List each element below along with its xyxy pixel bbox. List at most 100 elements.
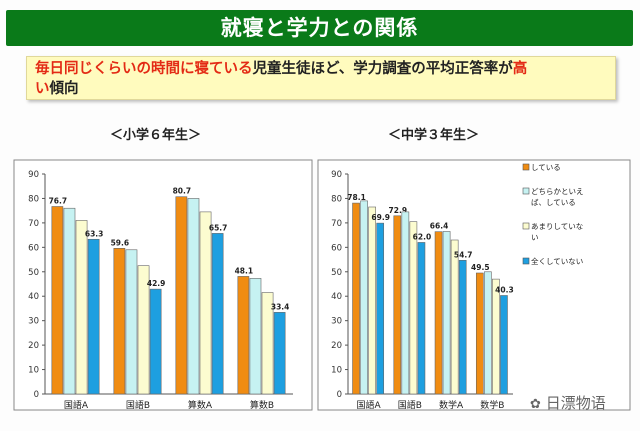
statement-black-2: 傾向 [49, 81, 79, 97]
jh-bar [417, 242, 426, 395]
el-ytick-label: 80 [28, 194, 39, 204]
el-bar [113, 248, 126, 395]
jh-bar [376, 222, 385, 395]
el-bar [137, 265, 150, 395]
jh-bar [393, 215, 402, 395]
legend-label: あまりしていな [531, 222, 583, 231]
el-ytick-label: 60 [28, 243, 39, 253]
el-data-label: 48.1 [235, 266, 254, 275]
jh-ytick-label: 30 [331, 317, 342, 327]
el-data-label: 33.4 [271, 302, 290, 311]
el-data-label: 76.7 [49, 197, 68, 206]
statement-black-1: 児童生徒ほど、学力調査の平均正答率が [252, 61, 513, 77]
chart-junior: 0 10 20 30 40 50 60 70 80 90 国語A 78.1 69.9 国語B 72.9 62.… [317, 159, 631, 411]
jh-bar [450, 239, 459, 395]
jh-ytick-label: 50 [331, 268, 342, 278]
jh-bar [475, 272, 484, 395]
el-ytick-label: 20 [28, 341, 39, 351]
el-category-label: 国語A [64, 399, 89, 411]
el-category-label: 算数B [250, 399, 274, 411]
watermark-icon: ✿ [530, 397, 541, 412]
jh-bar [492, 278, 500, 395]
chart-elementary: 0 10 20 30 40 50 60 70 80 90 国語A 76.7 63.3 国語B 59.6 42.… [13, 159, 313, 411]
jh-category-label: 国語B [398, 399, 422, 411]
el-ytick-label: 30 [28, 317, 39, 327]
jh-data-label: 40.3 [495, 285, 514, 294]
el-bar [211, 233, 224, 395]
jh-ytick-label: 20 [331, 341, 342, 351]
legend-label: どちらかといえ [531, 187, 584, 196]
statement-red-2: 高 [512, 61, 528, 77]
jh-ytick-label: 60 [331, 243, 342, 253]
el-ytick-label: 90 [28, 170, 39, 180]
el-bar [125, 249, 138, 395]
el-bar [149, 288, 162, 395]
legend-swatch [522, 163, 530, 171]
junior-chart-title: ＜中学３年生＞ [388, 128, 480, 143]
legend-label: 全くしていない [531, 256, 583, 266]
jh-bar [500, 295, 508, 395]
legend-swatch [522, 187, 530, 195]
elementary-chart-title: ＜小学６年生＞ [110, 128, 202, 143]
el-ytick-label: 50 [28, 268, 39, 278]
watermark: ✿ 日漂物语 [530, 392, 606, 413]
el-category-label: 算数A [188, 399, 213, 411]
legend-swatch [522, 257, 530, 265]
statement-box: 毎日同じくらいの時間に寝ている児童生徒ほど、学力調査の平均正答率が高 い傾向 [26, 56, 616, 100]
el-category-label: 国語B [126, 399, 150, 411]
jh-data-label: 78.1 [347, 193, 366, 202]
jh-ytick-label: 0 [337, 390, 342, 400]
el-bar [175, 196, 188, 395]
el-data-label: 42.9 [147, 279, 166, 288]
jh-bar [360, 200, 368, 395]
banner-title: 就寝と学力との関係 [6, 10, 633, 46]
jh-bar [409, 221, 418, 395]
jh-bar [434, 231, 443, 395]
jh-data-label: 72.9 [389, 206, 408, 215]
jh-bar [458, 259, 467, 395]
statement-red-1: 毎日同じくらいの時間に寝ている [35, 61, 253, 77]
jh-data-label: 54.7 [454, 250, 473, 259]
el-bar [273, 312, 286, 395]
el-bar [63, 207, 76, 395]
jh-category-label: 国語A [357, 399, 382, 411]
watermark-text: 日漂物语 [545, 394, 606, 412]
jh-bar [352, 202, 360, 395]
legend-label: ば、している [531, 198, 576, 207]
jh-ytick-label: 90 [331, 170, 342, 180]
el-bar [51, 206, 64, 395]
jh-ytick-label: 10 [331, 366, 342, 376]
legend-swatch [522, 222, 530, 230]
jh-data-label: 69.9 [371, 213, 390, 222]
jh-data-label: 66.4 [430, 222, 449, 231]
el-bar [249, 278, 262, 395]
jh-data-label: 62.0 [413, 232, 432, 241]
el-ytick-label: 40 [28, 292, 39, 302]
el-bar [261, 292, 274, 395]
el-bar [187, 198, 200, 395]
el-bar [75, 220, 88, 395]
jh-ytick-label: 70 [331, 219, 342, 229]
el-data-label: 59.6 [111, 238, 130, 247]
el-ytick-label: 0 [34, 390, 39, 400]
el-data-label: 80.7 [173, 187, 192, 196]
jh-ytick-label: 80 [331, 194, 342, 204]
jh-bar [401, 211, 410, 395]
el-bar [87, 238, 100, 395]
el-bar [237, 276, 250, 395]
legend-label: している [531, 163, 561, 172]
statement-red-3: い [35, 81, 50, 97]
jh-category-label: 数学A [439, 399, 464, 411]
legend-label: い [531, 233, 539, 242]
jh-bar [368, 206, 376, 395]
jh-bar [442, 231, 451, 395]
jh-ytick-label: 40 [331, 292, 342, 302]
el-bar [199, 211, 212, 395]
el-ytick-label: 70 [28, 219, 39, 229]
el-data-label: 65.7 [209, 223, 228, 232]
jh-bar [484, 271, 492, 395]
jh-data-label: 49.5 [471, 263, 490, 272]
el-ytick-label: 10 [28, 366, 39, 376]
el-data-label: 63.3 [85, 229, 104, 238]
jh-category-label: 数学B [480, 399, 504, 411]
